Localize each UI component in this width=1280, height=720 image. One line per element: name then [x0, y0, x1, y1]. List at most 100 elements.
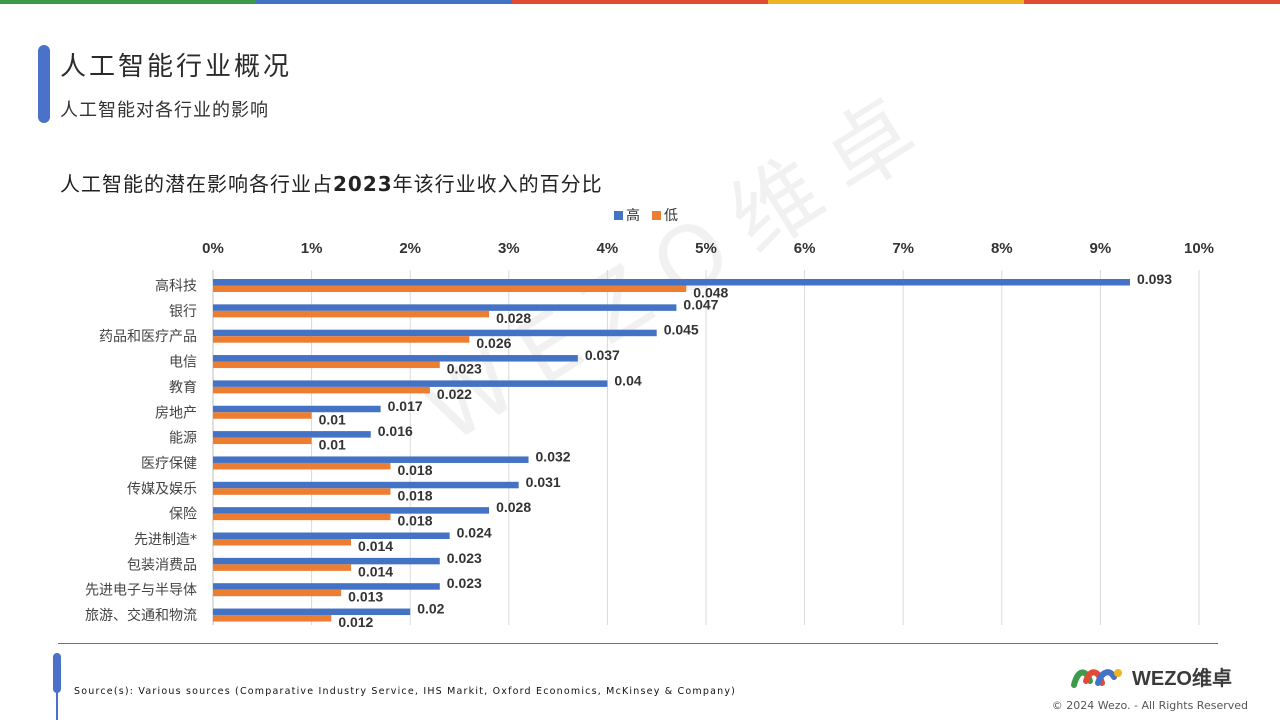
bar-high [213, 355, 578, 362]
x-tick-label: 8% [991, 240, 1013, 257]
bar-low [213, 513, 391, 521]
legend-swatch [614, 211, 623, 220]
x-tick-label: 2% [399, 240, 421, 257]
data-label: 0.017 [388, 398, 423, 414]
data-label: 0.02 [417, 601, 444, 617]
chart-title-suffix: 年该行业收入的百分比 [392, 172, 603, 196]
category-label: 包装消费品 [127, 557, 197, 573]
data-label: 0.032 [536, 448, 571, 464]
top-bar-segment [512, 0, 768, 4]
legend-label: 低 [664, 208, 678, 224]
bar-high [213, 405, 381, 413]
data-label: 0.037 [585, 347, 620, 363]
data-label: 0.048 [693, 285, 728, 301]
bar-chart: 高 低 0% 1% 2% 3% 4% 5% 6% 7% 8% 9% 10% 高科技 0.093 0.048 银行… [85, 207, 1214, 630]
data-label: 0.01 [319, 411, 346, 427]
category-label: 银行 [169, 304, 197, 320]
logo-text: WEZO维卓 [1132, 668, 1232, 690]
x-tick-label: 7% [892, 240, 914, 257]
copyright: © 2024 Wezo. - All Rights Reserved [1051, 699, 1248, 712]
x-tick-label: 6% [794, 240, 816, 257]
bar-low [213, 336, 470, 343]
top-bar-segment [768, 0, 1024, 4]
category-label: 药品和医疗产品 [99, 329, 197, 345]
bar-low [213, 361, 440, 369]
category-label: 房地产 [155, 405, 197, 421]
page-subtitle: 人工智能对各行业的影响 [60, 100, 269, 121]
data-label: 0.047 [683, 296, 718, 312]
data-label: 0.018 [397, 513, 432, 529]
data-label: 0.023 [447, 550, 482, 566]
bar-low [213, 285, 687, 292]
data-label: 0.01 [319, 437, 346, 453]
category-label: 先进制造* [134, 532, 197, 548]
data-label: 0.045 [664, 322, 699, 338]
source-note: Source(s): Various sources (Comparative … [74, 686, 737, 697]
bar-high [213, 532, 450, 539]
bar-high [213, 380, 608, 387]
category-label: 能源 [169, 431, 197, 447]
category-label: 高科技 [155, 278, 197, 295]
footer-divider [58, 643, 1218, 644]
top-color-bar [0, 0, 1280, 4]
footer-accent-line [56, 690, 58, 720]
data-label: 0.018 [397, 462, 432, 478]
bar-low [213, 539, 352, 546]
top-bar-segment [0, 0, 256, 4]
bar-low [213, 488, 391, 495]
data-label: 0.093 [1137, 271, 1172, 287]
data-label: 0.012 [338, 614, 373, 630]
data-label: 0.013 [348, 589, 383, 605]
data-label: 0.023 [447, 361, 482, 377]
data-label: 0.016 [378, 423, 413, 439]
bar-low [213, 462, 391, 470]
x-tick-label: 4% [597, 240, 619, 257]
company-logo: WEZO维卓 [1070, 662, 1232, 691]
bar-low [213, 564, 352, 571]
bar-high [213, 608, 411, 616]
data-label: 0.024 [457, 525, 492, 541]
bar-high [213, 507, 490, 514]
chart-title-prefix: 人工智能的潜在影响各行业占 [60, 172, 333, 196]
category-label: 旅游、交通和物流 [85, 607, 197, 624]
data-label: 0.028 [496, 310, 531, 326]
bar-high [213, 431, 371, 438]
data-label: 0.031 [526, 474, 561, 490]
data-label: 0.018 [397, 487, 432, 503]
data-label: 0.04 [614, 372, 641, 388]
x-tick-label: 3% [498, 240, 520, 257]
x-tick-label: 5% [695, 240, 717, 257]
category-label: 教育 [169, 380, 197, 396]
data-label: 0.014 [358, 563, 393, 579]
x-tick-label: 10% [1184, 240, 1214, 257]
bar-high [213, 583, 440, 590]
x-tick-label: 1% [301, 240, 323, 257]
bar-low [213, 386, 430, 394]
chart-title-year: 2023 [333, 172, 393, 196]
x-tick-label: 9% [1090, 240, 1112, 257]
data-label: 0.022 [437, 386, 472, 402]
logo-icon [1071, 668, 1122, 688]
data-label: 0.026 [476, 335, 511, 351]
title-accent-bar [38, 45, 50, 123]
bar-low [213, 412, 312, 419]
category-label: 电信 [169, 355, 197, 371]
bar-low [213, 615, 332, 622]
top-bar-segment [256, 0, 512, 4]
page-title: 人工智能行业概况 [60, 52, 293, 82]
chart-title: 人工智能的潜在影响各行业占2023年该行业收入的百分比 [60, 168, 603, 197]
data-label: 0.014 [358, 538, 393, 554]
bar-high [213, 456, 529, 463]
bar-low [213, 437, 312, 445]
bar-high [213, 481, 519, 489]
bar-high [213, 304, 677, 311]
legend-label: 高 [626, 207, 640, 224]
x-tick-label: 0% [202, 240, 224, 257]
bar-high [213, 557, 440, 565]
category-label: 传媒及娱乐 [127, 481, 197, 497]
data-label: 0.023 [447, 575, 482, 591]
category-label: 先进电子与半导体 [85, 583, 197, 599]
bar-high [213, 279, 1130, 286]
category-label: 保险 [169, 507, 197, 523]
bar-low [213, 310, 490, 318]
